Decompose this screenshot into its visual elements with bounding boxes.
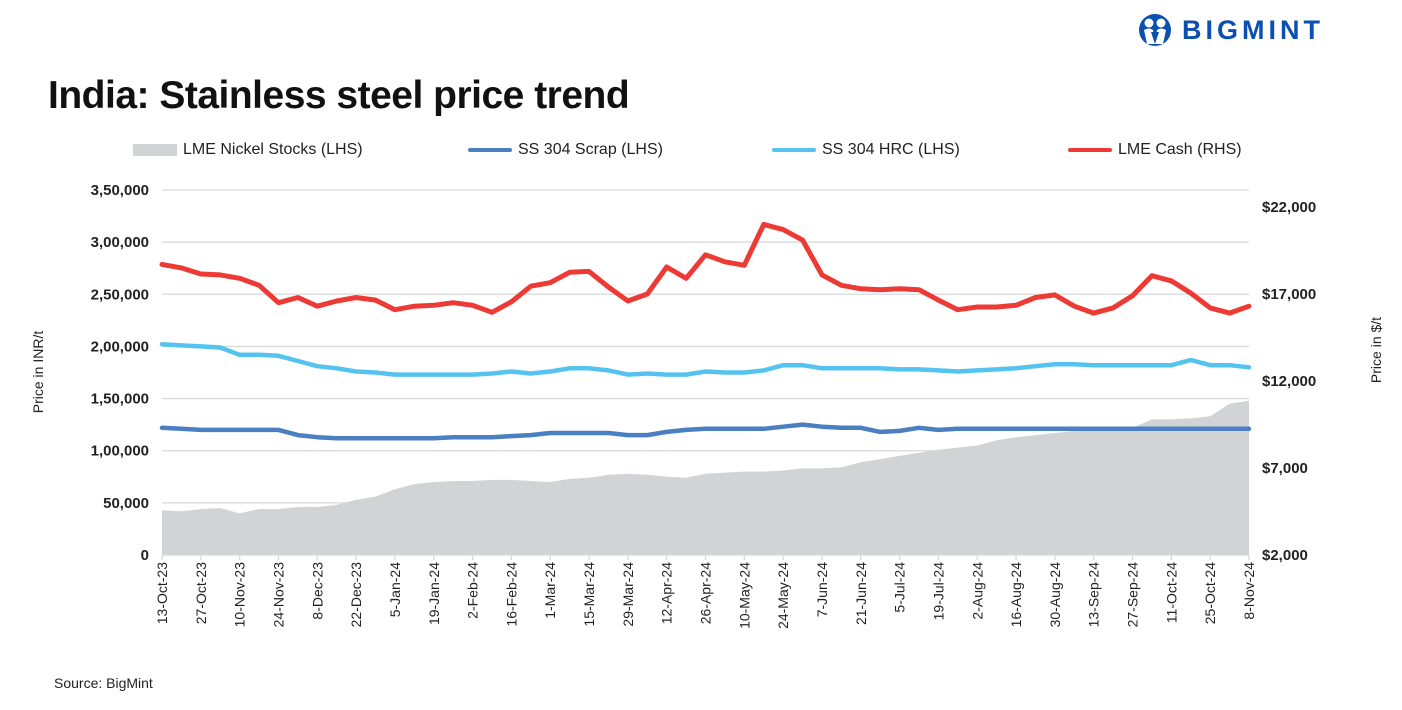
source-note: Source: BigMint	[54, 675, 153, 691]
legend-label: SS 304 HRC (LHS)	[822, 141, 960, 158]
series-line-ss304-hrc	[159, 342, 1252, 377]
y2-tick-label: $22,000	[1262, 199, 1316, 216]
series-area-nickel-stocks	[162, 400, 1249, 555]
legend-item-hrc: SS 304 HRC (LHS)	[772, 141, 960, 159]
x-tick-label: 11-Oct-24	[1163, 562, 1179, 623]
x-tick-label: 26-Apr-24	[698, 562, 714, 624]
legend: LME Nickel Stocks (LHS) SS 304 Scrap (LH…	[0, 141, 1402, 163]
x-tick-label: 27-Oct-23	[193, 562, 209, 624]
legend-item-cash: LME Cash (RHS)	[1068, 141, 1242, 159]
legend-swatch	[468, 148, 512, 152]
x-tick-label: 30-Aug-24	[1047, 562, 1063, 628]
brand-logo: BIGMINT	[1138, 12, 1324, 48]
x-tick-label: 24-May-24	[775, 562, 791, 629]
x-tick-label: 22-Dec-23	[348, 562, 364, 628]
x-tick-label: 5-Jan-24	[387, 562, 403, 617]
legend-item-scrap: SS 304 Scrap (LHS)	[468, 141, 663, 159]
series-line-ss304-scrap	[159, 422, 1252, 441]
x-tick-label: 5-Jul-24	[892, 562, 908, 613]
y-tick-label: 2,50,000	[91, 286, 149, 303]
x-tick-label: 2-Aug-24	[969, 562, 985, 620]
x-tick-label: 13-Oct-23	[154, 562, 170, 624]
legend-label: LME Nickel Stocks (LHS)	[183, 141, 363, 158]
y2-axis-title: Price in $/t	[1368, 317, 1384, 383]
x-tick-label: 10-Nov-23	[232, 562, 248, 628]
y-tick-label: 3,00,000	[91, 234, 149, 251]
y-tick-label: 3,50,000	[91, 182, 149, 199]
brand-logo-icon	[1139, 14, 1171, 46]
legend-swatch	[1068, 148, 1112, 152]
brand-name: BIGMINT	[1182, 14, 1324, 45]
x-tick-label: 27-Sep-24	[1125, 562, 1141, 628]
series-line-lme-cash	[159, 221, 1252, 316]
x-tick-label: 15-Mar-24	[581, 562, 597, 627]
x-tick-label: 2-Feb-24	[465, 562, 481, 619]
x-tick-label: 1-Mar-24	[542, 562, 558, 619]
y2-tick-label: $17,000	[1262, 286, 1316, 303]
chart-title: India: Stainless steel price trend	[48, 74, 630, 117]
y2-tick-label: $12,000	[1262, 373, 1316, 390]
y-tick-label: 1,50,000	[91, 391, 149, 408]
legend-item-stocks: LME Nickel Stocks (LHS)	[133, 141, 363, 159]
y-tick-label: 2,00,000	[91, 338, 149, 355]
x-tick-label: 29-Mar-24	[620, 562, 636, 627]
y2-tick-label: $7,000	[1262, 460, 1308, 477]
y-tick-label: 0	[141, 547, 149, 564]
x-tick-label: 8-Nov-24	[1241, 562, 1257, 620]
x-tick-label: 16-Feb-24	[503, 562, 519, 627]
x-tick-label: 16-Aug-24	[1008, 562, 1024, 628]
x-tick-label: 21-Jun-24	[853, 562, 869, 625]
legend-swatch	[772, 148, 816, 152]
chart-plot: 0 50,000 1,00,000 1,50,000 2,00,000 2,50,000 3…	[30, 182, 1384, 629]
y-tick-label: 50,000	[103, 495, 149, 512]
x-tick-label: 24-Nov-23	[270, 562, 286, 628]
legend-label: LME Cash (RHS)	[1118, 141, 1242, 158]
x-tick-label: 13-Sep-24	[1086, 562, 1102, 628]
x-tick-label: 12-Apr-24	[659, 562, 675, 624]
x-tick-label: 8-Dec-23	[309, 562, 325, 620]
y-axis-title: Price in INR/t	[30, 331, 46, 414]
x-tick-label: 7-Jun-24	[814, 562, 830, 617]
x-tick-label: 25-Oct-24	[1202, 562, 1218, 624]
legend-swatch	[133, 144, 177, 156]
x-tick-label: 19-Jul-24	[930, 562, 946, 621]
y-tick-label: 1,00,000	[91, 443, 149, 460]
x-tick-label: 10-May-24	[736, 562, 752, 629]
y2-tick-label: $2,000	[1262, 547, 1308, 564]
x-tick-label: 19-Jan-24	[426, 562, 442, 625]
legend-label: SS 304 Scrap (LHS)	[518, 141, 663, 158]
